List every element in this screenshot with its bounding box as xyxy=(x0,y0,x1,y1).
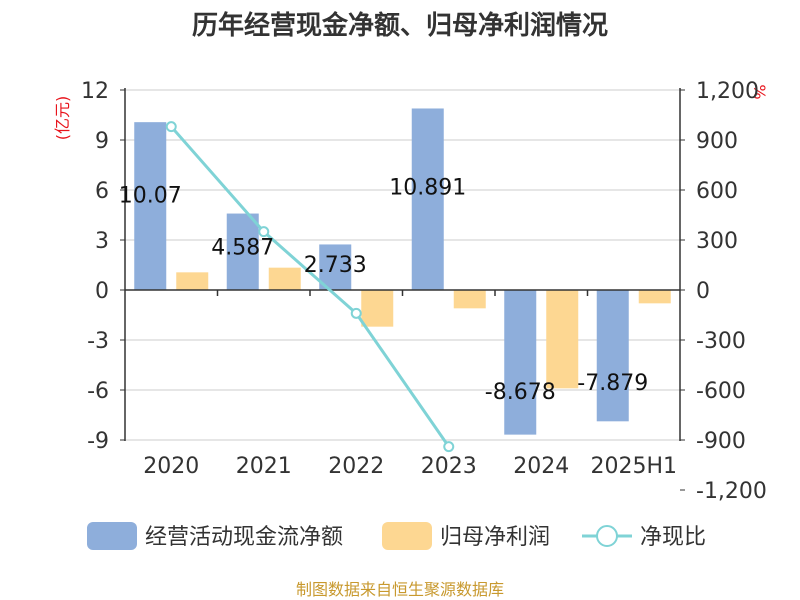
cashflow-bar-2022 xyxy=(319,244,352,290)
left-tick-label: 12 xyxy=(81,79,109,104)
right-tick-label: 1,200 xyxy=(696,79,759,104)
legend: 经营活动现金流净额 归母净利润 净现比 xyxy=(87,522,706,550)
cashflow-bar-2025H1 xyxy=(596,290,629,422)
cashflow-data-label: 2.733 xyxy=(304,253,367,278)
cashflow-bar-2024 xyxy=(504,290,537,435)
cashflow-bar-2021 xyxy=(226,213,259,290)
ratio-line xyxy=(165,121,455,453)
legend-swatch xyxy=(87,522,137,550)
right-tick-label: 600 xyxy=(696,179,738,204)
left-tick-label: -6 xyxy=(87,379,109,404)
axes: 12 9 6 3 0 -3 -6 -9 1,200 900 600 300 0 -300 -600 -900 -… xyxy=(81,79,767,504)
data-labels: 10.07 4.587 2.733 10.891 -8.678 -7.879 xyxy=(119,176,648,406)
left-axis-unit: (亿元) xyxy=(53,96,72,141)
chart-title: 历年经营现金净额、归母净利润情况 xyxy=(192,10,608,41)
right-tick-label: -600 xyxy=(696,379,746,404)
ratio-point xyxy=(165,121,177,133)
right-tick-label: 0 xyxy=(696,279,710,304)
cashflow-data-label: 10.07 xyxy=(119,183,182,208)
cashflow-data-label: -7.879 xyxy=(577,371,648,396)
legend-swatch xyxy=(382,522,432,550)
x-tick-label: 2020 xyxy=(143,454,199,479)
ratio-point xyxy=(258,226,270,238)
legend-label: 净现比 xyxy=(640,525,706,550)
x-tick-label: 2025H1 xyxy=(590,454,677,479)
bars xyxy=(134,108,671,435)
right-tick-label: -900 xyxy=(696,429,746,454)
netprofit-bar-2021 xyxy=(268,267,301,290)
x-tick-label: 2022 xyxy=(328,454,384,479)
legend-marker xyxy=(596,525,618,547)
left-tick-label: 9 xyxy=(95,129,109,154)
left-tick-label: 3 xyxy=(95,229,109,254)
legend-label: 经营活动现金流净额 xyxy=(145,525,343,550)
right-tick-label: 900 xyxy=(696,129,738,154)
cashflow-bar-2023 xyxy=(411,108,444,290)
cashflow-data-label: 10.891 xyxy=(389,176,466,201)
cashflow-data-label: -8.678 xyxy=(485,380,556,405)
left-tick-label: -3 xyxy=(87,329,109,354)
x-tick-label: 2024 xyxy=(513,454,569,479)
cashflow-data-label: 4.587 xyxy=(211,235,274,260)
left-tick-label: 0 xyxy=(95,279,109,304)
cashflow-bar-2020 xyxy=(134,122,167,291)
x-tick-label: 2023 xyxy=(421,454,477,479)
ratio-point xyxy=(443,441,455,453)
netprofit-bar-2024 xyxy=(546,290,579,389)
right-axis-unit: % xyxy=(750,84,769,99)
left-tick-label: -9 xyxy=(87,429,109,454)
left-tick-label: 6 xyxy=(95,179,109,204)
netprofit-bar-2025H1 xyxy=(638,290,671,304)
source-note: 制图数据来自恒生聚源数据库 xyxy=(296,580,504,599)
netprofit-bar-2020 xyxy=(176,272,209,290)
ratio-point xyxy=(350,307,362,319)
right-tick-label: -1,200 xyxy=(696,479,767,504)
netprofit-bar-2022 xyxy=(361,290,394,327)
ratio-line-path xyxy=(170,125,450,448)
legend-label: 归母净利润 xyxy=(440,525,550,550)
x-tick-label: 2021 xyxy=(236,454,292,479)
right-tick-label: 300 xyxy=(696,229,738,254)
netprofit-bar-2023 xyxy=(453,290,486,309)
right-tick-label: -300 xyxy=(696,329,746,354)
